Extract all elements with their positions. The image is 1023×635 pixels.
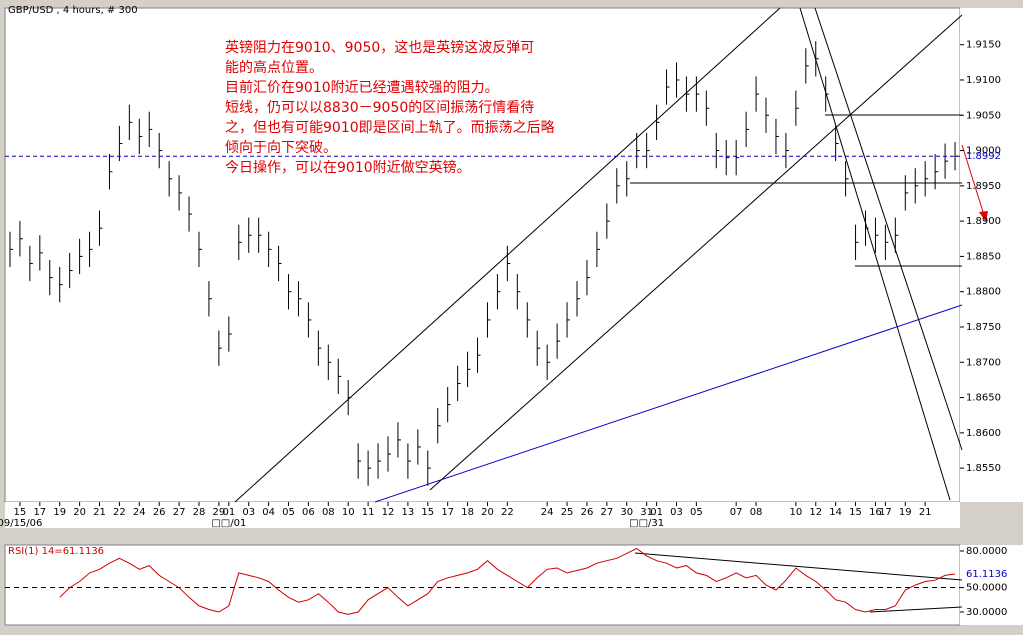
y-tick-label: 1.8900	[966, 216, 1001, 227]
trend-line	[374, 304, 963, 503]
price-panel	[4, 7, 961, 503]
y-tick-label: 1.8650	[966, 393, 1001, 404]
x-tick-label: 22	[501, 507, 514, 518]
rsi-trend-line	[634, 552, 963, 581]
x-tick-label: 20	[481, 507, 494, 518]
x-tick-label: 11	[362, 507, 375, 518]
x-tick-label: 04	[262, 507, 275, 518]
trend-line	[814, 7, 963, 451]
y-tick-label: 1.9000	[966, 146, 1001, 157]
x-tick-label: 17	[33, 507, 46, 518]
rsi-last-label: 61.1136	[966, 569, 1007, 580]
x-tick-label: 03	[242, 507, 255, 518]
x-tick-label: 08	[750, 507, 763, 518]
x-tick-label: 25	[561, 507, 574, 518]
y-tick-label: 1.9150	[966, 40, 1001, 51]
arrow-head	[979, 211, 988, 222]
x-tick-label: 27	[173, 507, 186, 518]
x-tick-label: 08	[322, 507, 335, 518]
y-tick-label: 1.8950	[966, 181, 1001, 192]
y-tick-label: 1.8700	[966, 357, 1001, 368]
x-tick-label: 14	[829, 507, 842, 518]
x-tick-label: 29	[213, 507, 226, 518]
annotation-line: 倾向于向下突破。	[225, 140, 337, 156]
x-tick-label: 15	[849, 507, 862, 518]
x-tick-label: 19	[53, 507, 66, 518]
x-date-label: □□/31	[629, 518, 664, 529]
arrow	[961, 144, 985, 216]
x-tick-label: 16	[869, 507, 882, 518]
x-tick-label: 26	[581, 507, 594, 518]
annotation-line: 短线，仍可以以8830－9050的区间振荡行情看待	[225, 100, 534, 116]
annotation-line: 目前汇价在9010附近已经遭遇较强的阻力。	[225, 79, 499, 96]
annotation-line: 能的高点位置。	[225, 59, 323, 76]
rsi-panel	[4, 544, 961, 626]
x-tick-label: 24	[541, 507, 554, 518]
x-tick-label: 17	[879, 507, 892, 518]
annotation-line: 之，但也有可能9010即是区间上轨了。而振荡之后略	[225, 120, 555, 136]
x-tick-label: 22	[113, 507, 126, 518]
x-tick-label: 06	[302, 507, 315, 518]
x-tick-label: 20	[73, 507, 86, 518]
y-tick-label: 1.8750	[966, 322, 1001, 333]
trend-line	[799, 7, 951, 501]
x-tick-label: 18	[461, 507, 474, 518]
y-tick-label: 1.8600	[966, 428, 1001, 439]
x-tick-label: 03	[670, 507, 683, 518]
x-tick-label: 12	[809, 507, 822, 518]
x-tick-label: 13	[402, 507, 415, 518]
x-tick-label: 01	[222, 507, 235, 518]
x-tick-label: 05	[690, 507, 703, 518]
x-tick-label: 05	[282, 507, 295, 518]
x-tick-label: 26	[153, 507, 166, 518]
y-tick-label: 1.8550	[966, 463, 1001, 474]
x-tick-label: 07	[730, 507, 743, 518]
rsi-tick-label: 80.0000	[966, 546, 1007, 557]
x-tick-label: 12	[382, 507, 395, 518]
y-tick-label: 1.8850	[966, 251, 1001, 262]
x-tick-label: 17	[441, 507, 454, 518]
rsi-axis-area	[960, 545, 1023, 625]
y-axis-area	[960, 8, 1023, 502]
x-tick-label: 10	[789, 507, 802, 518]
x-tick-label: 21	[919, 507, 932, 518]
x-tick-label: 10	[342, 507, 355, 518]
rsi-line	[59, 547, 956, 615]
rsi-trend-line	[869, 606, 963, 613]
x-date-label: □□/01	[211, 518, 246, 529]
x-tick-label: 28	[193, 507, 206, 518]
x-tick-label: 24	[133, 507, 146, 518]
y-tick-label: 1.9050	[966, 110, 1001, 121]
annotation-line: 今日操作，可以在9010附近做空英镑。	[225, 159, 471, 176]
y-tick-label: 1.9100	[966, 75, 1001, 86]
x-date-label: 09/15/06	[0, 518, 42, 529]
annotation: 英镑阻力在9010、9050，这也是英镑这波反弹可 能的高点位置。 目前汇价在9…	[225, 39, 555, 176]
x-tick-label: 15	[421, 507, 434, 518]
x-tick-label: 19	[899, 507, 912, 518]
last-price-label: 1.8992	[966, 151, 1001, 162]
x-tick-label: 21	[93, 507, 106, 518]
trend-line	[429, 14, 963, 491]
x-tick-label: 01	[650, 507, 663, 518]
chart-title: GBP/USD , 4 hours, # 300	[8, 5, 138, 16]
x-tick-label: 30	[620, 507, 633, 518]
x-tick-label: 15	[14, 507, 27, 518]
x-axis-area	[5, 502, 960, 528]
y-tick-label: 1.8800	[966, 287, 1001, 298]
rsi-tick-label: 30.0000	[966, 607, 1007, 618]
rsi-title: RSI(1) 14=61.1136	[8, 546, 104, 557]
x-tick-label: 27	[600, 507, 613, 518]
trend-lines	[234, 7, 963, 613]
rsi-tick-label: 50.0000	[966, 583, 1007, 594]
annotation-line: 英镑阻力在9010、9050，这也是英镑这波反弹可	[225, 39, 534, 56]
x-tick-label: 31	[640, 507, 653, 518]
